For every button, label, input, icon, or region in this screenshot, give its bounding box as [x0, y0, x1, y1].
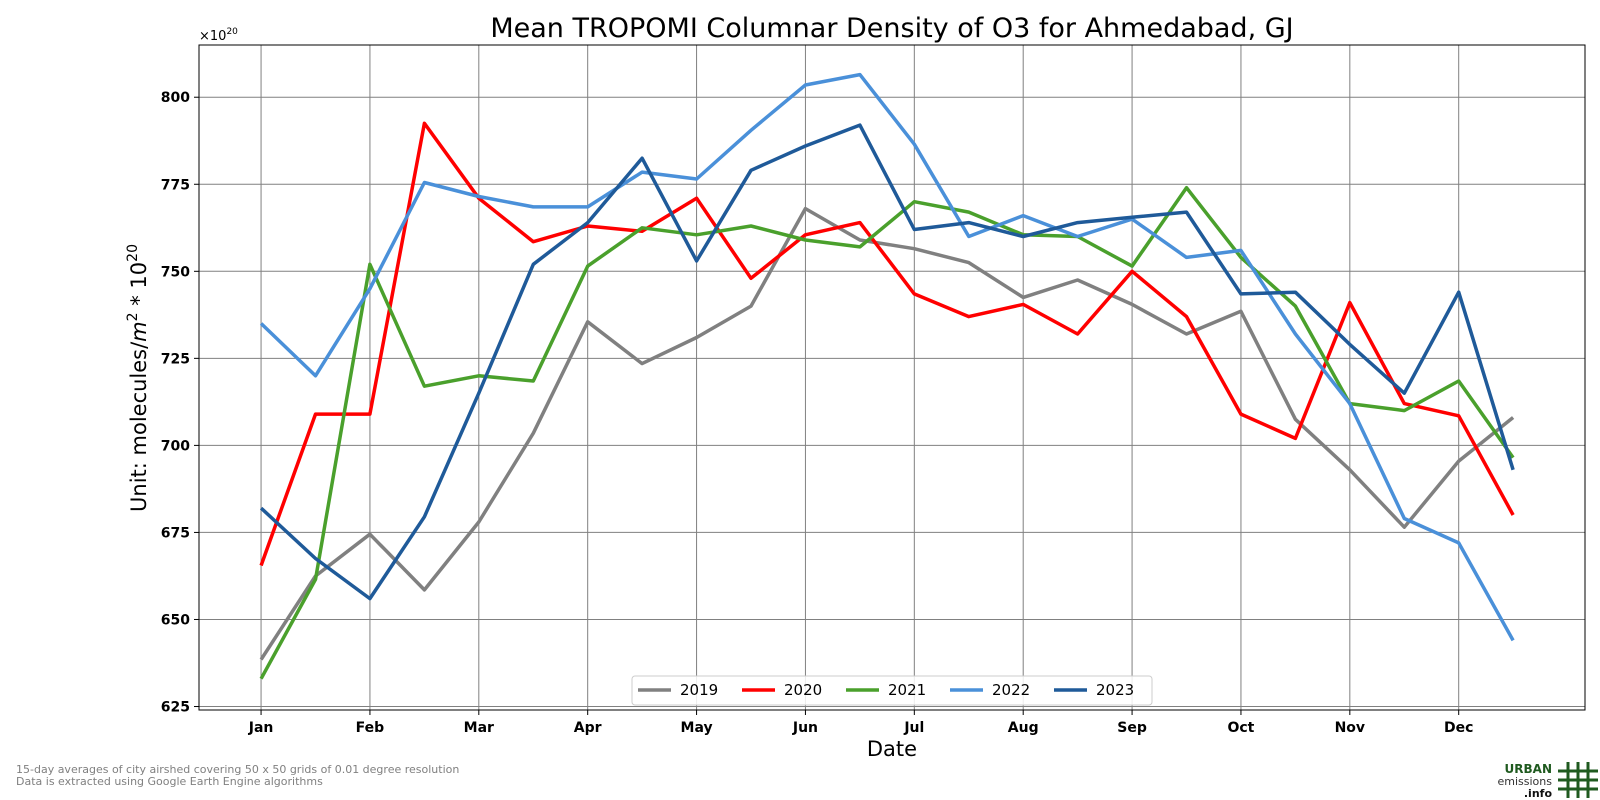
x-tick-label: Feb [356, 720, 385, 736]
x-tick-label: May [681, 720, 713, 736]
x-tick-label: Jan [248, 720, 274, 736]
y-tick-label: 800 [161, 90, 190, 106]
y-tick-label: 675 [161, 525, 190, 541]
x-tick-label: Sep [1117, 720, 1147, 736]
footnote-line-1: 15-day averages of city airshed covering… [16, 763, 460, 776]
urban-emissions-logo: URBAN emissions .info [1496, 760, 1600, 800]
series-line-2023 [259, 123, 1515, 601]
legend-label-2023: 2023 [1096, 681, 1134, 699]
series-line-2019 [259, 206, 1515, 661]
chart-title: Mean TROPOMI Columnar Density of O3 for … [490, 13, 1293, 44]
y-tick-label: 650 [161, 612, 190, 628]
plot-frame [198, 44, 1586, 711]
footnote-line-2: Data is extracted using Google Earth Eng… [16, 775, 323, 788]
legend-label-2021: 2021 [888, 681, 926, 699]
y-tick-label: 625 [161, 700, 190, 716]
y-axis-label: Unit: molecules/m2 * 1020 [125, 244, 151, 512]
series-lines [259, 72, 1515, 680]
legend: 2019 2020 2021 2022 2023 [631, 675, 1153, 706]
series-line-2021 [259, 185, 1515, 680]
y-offset-label: ×1020 [199, 27, 238, 44]
legend-label-2019: 2019 [680, 681, 718, 699]
y-tick-label: 700 [161, 438, 190, 454]
x-tick-label: Nov [1335, 720, 1365, 736]
x-tick-label: Aug [1008, 720, 1039, 736]
logo-text-urban: URBAN [1504, 762, 1552, 776]
y-tick-label: 750 [161, 264, 190, 280]
legend-label-2022: 2022 [992, 681, 1030, 699]
logo-grid-icon [1558, 762, 1598, 798]
grid-lines [199, 45, 1585, 710]
x-tick-label: Jun [792, 720, 818, 736]
y-tick-labels: 625 650 675 700 725 750 775 800 [161, 90, 199, 716]
x-tick-label: Mar [464, 720, 494, 736]
x-tick-label: Oct [1227, 720, 1254, 736]
x-axis-label: Date [867, 737, 917, 761]
x-tick-label: Apr [574, 720, 602, 736]
y-tick-label: 725 [161, 351, 190, 367]
x-tick-labels: Jan Feb Mar Apr May Jun Jul Aug Sep Oct Nov Dec [248, 710, 1473, 736]
logo-text-info: .info [1523, 787, 1552, 800]
legend-box [631, 675, 1153, 706]
x-tick-label: Dec [1444, 720, 1473, 736]
logo-text-emissions: emissions [1497, 775, 1553, 788]
legend-label-2020: 2020 [784, 681, 822, 699]
series-line-2020 [259, 121, 1515, 567]
x-tick-label: Jul [903, 720, 924, 736]
series-line-2022 [259, 72, 1515, 642]
y-tick-label: 775 [161, 177, 190, 193]
